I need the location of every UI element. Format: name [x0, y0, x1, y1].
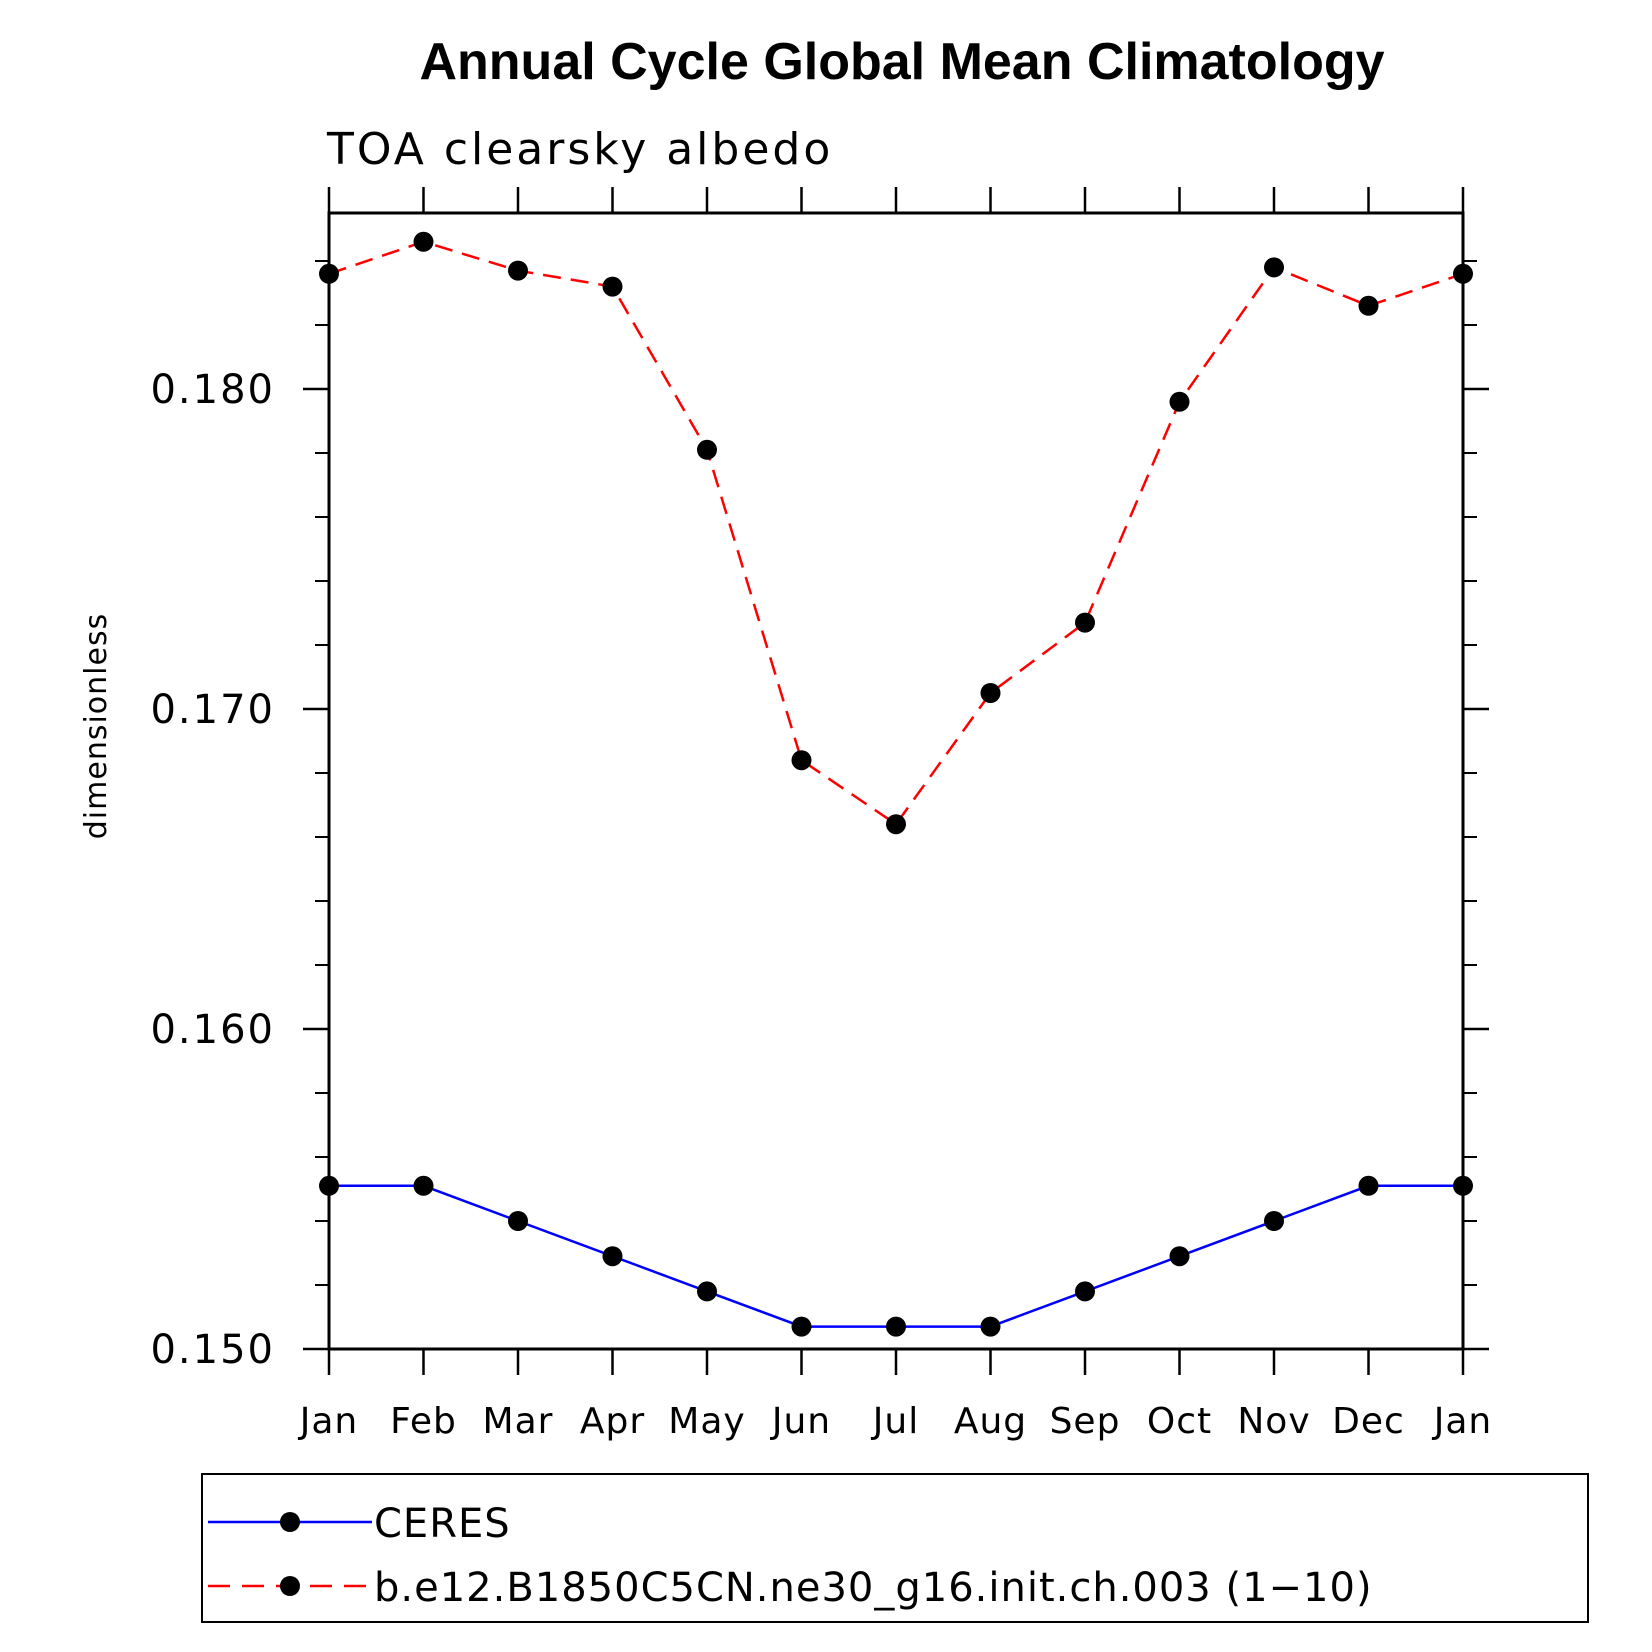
series-0-point [508, 1211, 528, 1231]
x-tick-label: Jun [770, 1401, 831, 1442]
series-layer [319, 231, 1473, 1337]
series-1-point [980, 683, 1001, 703]
legend-box [201, 1473, 1589, 1623]
x-tick-label: Dec [1332, 1401, 1405, 1442]
y-tick-label: 0.180 [150, 367, 275, 413]
series-1-point [1264, 257, 1284, 278]
series-1-point [1453, 263, 1473, 284]
y-tick-label: 0.170 [150, 687, 275, 733]
x-tick-label: May [668, 1401, 745, 1442]
series-0-point [1358, 1175, 1379, 1196]
series-1-point [413, 231, 434, 252]
series-1-point [886, 814, 906, 835]
x-tick-label: Jan [298, 1401, 359, 1442]
plot-axes: Jan Feb Mar Apr May Jun Jul Aug Sep Oct Nov Dec Jan 0… [150, 187, 1493, 1442]
series-0-point [791, 1316, 812, 1337]
legend-marker-1 [280, 1576, 300, 1596]
x-tick-label: Nov [1237, 1401, 1310, 1442]
series-0-point [886, 1316, 906, 1337]
series-0-point [1169, 1246, 1190, 1267]
x-tick-label: Mar [483, 1401, 554, 1442]
x-tick-label: Aug [954, 1401, 1027, 1442]
series-0-point [413, 1175, 434, 1196]
x-tick-label: Jul [871, 1401, 919, 1442]
series-line-0 [329, 1184, 1463, 1328]
series-1-point [791, 750, 812, 771]
series-1-point [319, 263, 339, 284]
series-0-point [697, 1281, 717, 1302]
x-tick-label: Oct [1147, 1401, 1212, 1442]
x-tick-label: Feb [390, 1401, 457, 1442]
chart-title: Annual Cycle Global Mean Climatology [419, 33, 1384, 91]
y-tick-label: 0.160 [150, 1007, 275, 1053]
series-1-point [602, 276, 623, 297]
series-1-point [1358, 295, 1379, 316]
series-1-point [697, 439, 717, 460]
series-0-point [1075, 1281, 1095, 1302]
series-0-point [1264, 1211, 1284, 1231]
x-tick-label: Jan [1432, 1401, 1493, 1442]
legend: CERES b.e12.B1850C5CN.ne30_g16.init.ch.00… [208, 1501, 1373, 1611]
series-1-point [1075, 612, 1095, 633]
series-1-point [1169, 391, 1190, 412]
legend-marker-0 [280, 1512, 300, 1532]
legend-label-1: b.e12.B1850C5CN.ne30_g16.init.ch.003 (1−… [374, 1565, 1373, 1611]
y-tick-label: 0.150 [150, 1327, 275, 1373]
series-line-1 [328, 240, 1464, 826]
series-0-point [1453, 1175, 1473, 1196]
plot-frame [327, 211, 1465, 1351]
series-0-point [602, 1246, 623, 1267]
chart-subtitle: TOA clearsky albedo [326, 124, 833, 175]
legend-label-0: CERES [374, 1501, 511, 1547]
x-tick-label: Apr [580, 1401, 645, 1442]
y-axis-label: dimensionless [79, 613, 114, 839]
series-1-point [508, 260, 528, 281]
x-tick-label: Sep [1050, 1401, 1121, 1442]
series-0-point [980, 1316, 1001, 1337]
series-0-point [319, 1175, 339, 1196]
